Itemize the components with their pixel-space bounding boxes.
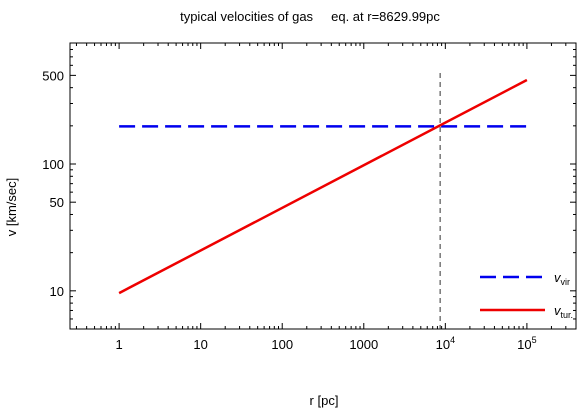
x-tick-label: 1: [115, 337, 122, 352]
y-tick-label: 10: [50, 284, 64, 299]
legend-label: vtur.: [554, 303, 573, 320]
x-tick-label: 1000: [349, 337, 378, 352]
x-tick-label: 105: [517, 335, 536, 352]
y-tick-label: 100: [42, 157, 64, 172]
x-tick-label: 10: [193, 337, 207, 352]
chart-title: typical velocities of gas eq. at r=8629.…: [180, 9, 440, 24]
x-tick-label: 104: [436, 335, 455, 352]
series-line-tur: [118, 78, 528, 295]
y-tick-label: 50: [50, 195, 64, 210]
plot-frame: [69, 42, 577, 330]
plot-area: 1 10 100 1000 104 105 10 50 100 500 vvir vtur.: [42, 42, 577, 352]
y-axis-label: v [km/sec]: [4, 178, 19, 237]
legend-label: vvir: [554, 270, 570, 287]
x-tick-label: 100: [271, 337, 293, 352]
x-axis-label: r [pc]: [310, 393, 339, 408]
y-tick-label: 500: [42, 68, 64, 83]
